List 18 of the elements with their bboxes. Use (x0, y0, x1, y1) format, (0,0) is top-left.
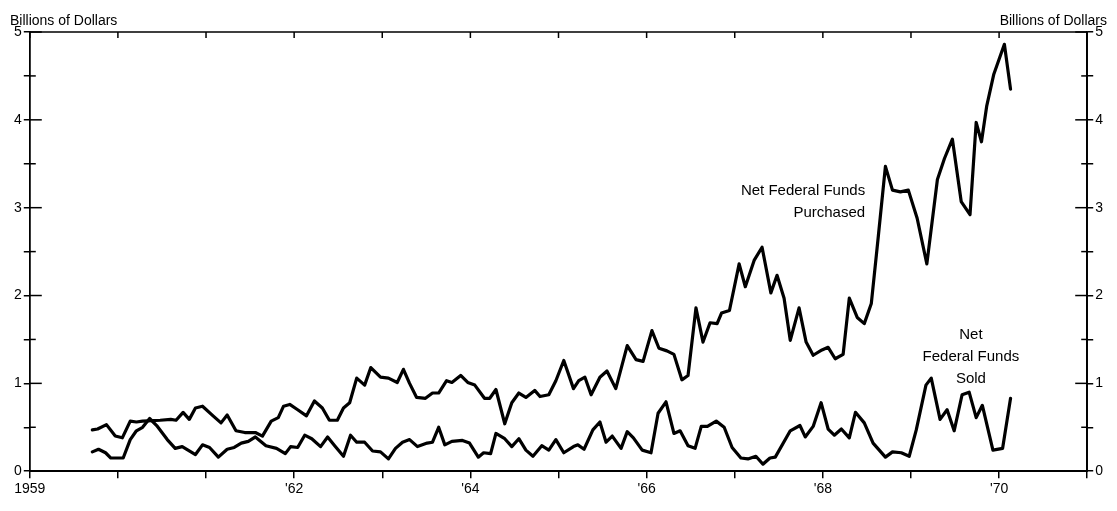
y2-tick-label: 1 (1095, 374, 1104, 391)
y2-tick-label: 4 (1095, 110, 1104, 127)
y2-tick-label: 2 (1095, 286, 1104, 303)
x-tick-label: 1959 (14, 480, 46, 497)
y-tick-label: 0 (13, 462, 22, 479)
x-tick-label: '62 (285, 480, 304, 497)
y-tick-label: 4 (13, 110, 22, 127)
series-label: Net Federal Funds Purchased (740, 180, 866, 220)
x-tick-label: '66 (637, 480, 656, 497)
x-tick-label: '68 (813, 480, 833, 497)
x-tick-label: '70 (989, 480, 1009, 497)
y-tick-label: 3 (13, 198, 22, 215)
y-tick-label: 1 (13, 374, 22, 391)
y2-tick-label: 3 (1095, 198, 1104, 215)
series-label: Net Federal Funds Sold (922, 325, 1020, 387)
y-tick-label: 2 (13, 286, 22, 303)
y2-tick-label: 0 (1095, 462, 1104, 479)
x-tick-label: '64 (461, 480, 480, 497)
